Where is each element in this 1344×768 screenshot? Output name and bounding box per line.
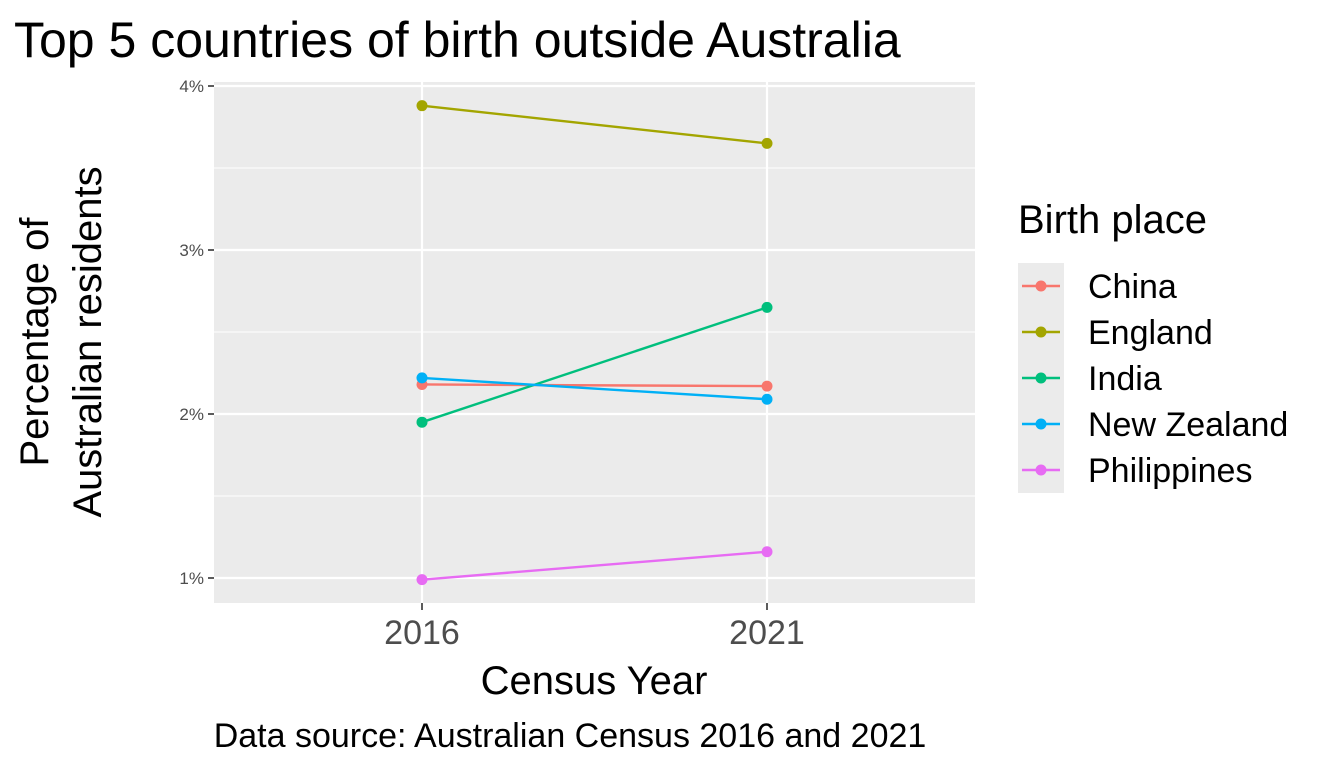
series-line bbox=[421, 104, 768, 145]
legend: Birth place China England India New Zealand… bbox=[1018, 198, 1288, 493]
legend-label: India bbox=[1088, 360, 1162, 398]
series-lines bbox=[416, 100, 773, 586]
legend-item: New Zealand bbox=[1018, 401, 1288, 447]
data-point bbox=[416, 574, 428, 586]
series-line bbox=[421, 376, 768, 401]
panel-background bbox=[214, 82, 975, 603]
plot-panel bbox=[214, 82, 975, 603]
legend-key-point bbox=[1035, 464, 1047, 476]
legend-item: Philippines bbox=[1018, 447, 1252, 493]
data-point bbox=[416, 372, 428, 384]
data-point bbox=[416, 100, 428, 112]
legend-title: Birth place bbox=[1018, 198, 1207, 242]
x-tick-label: 2016 bbox=[384, 614, 460, 652]
chart-title: Top 5 countries of birth outside Austral… bbox=[14, 12, 901, 68]
legend-key-point bbox=[1035, 326, 1047, 338]
legend-label: China bbox=[1088, 268, 1177, 306]
y-tick-label: 2% bbox=[179, 405, 204, 424]
series-india bbox=[416, 301, 773, 428]
y-axis: 1% 2% 3% 4% bbox=[179, 77, 214, 588]
x-tick-label: 2021 bbox=[729, 614, 805, 652]
caption: Data source: Australian Census 2016 and … bbox=[214, 717, 927, 755]
y-tick-label: 3% bbox=[179, 241, 204, 260]
data-point bbox=[761, 137, 773, 149]
legend-label: New Zealand bbox=[1088, 406, 1288, 444]
data-point bbox=[761, 380, 773, 392]
legend-item: England bbox=[1018, 309, 1213, 355]
series-line bbox=[421, 550, 768, 581]
y-tick-label: 4% bbox=[179, 77, 204, 96]
y-tick-label: 1% bbox=[179, 569, 204, 588]
series-england bbox=[416, 100, 773, 149]
series-new-zealand bbox=[416, 372, 773, 405]
legend-key-point bbox=[1035, 418, 1047, 430]
legend-label: Philippines bbox=[1088, 452, 1252, 490]
y-axis-title-line-1: Percentage of bbox=[13, 217, 57, 467]
x-axis: 2016 2021 bbox=[384, 603, 805, 652]
legend-key-point bbox=[1035, 372, 1047, 384]
legend-item: India bbox=[1018, 355, 1162, 401]
legend-item: China bbox=[1018, 263, 1177, 309]
data-point bbox=[416, 416, 428, 428]
y-axis-title-line-2: Australian residents bbox=[66, 166, 110, 517]
series-line bbox=[421, 383, 768, 388]
data-point bbox=[761, 301, 773, 313]
x-axis-title: Census Year bbox=[481, 659, 708, 703]
series-philippines bbox=[416, 546, 773, 586]
data-point bbox=[761, 546, 773, 558]
legend-key-point bbox=[1035, 280, 1047, 292]
data-point bbox=[761, 393, 773, 405]
legend-label: England bbox=[1088, 314, 1213, 352]
series-line bbox=[421, 306, 768, 424]
